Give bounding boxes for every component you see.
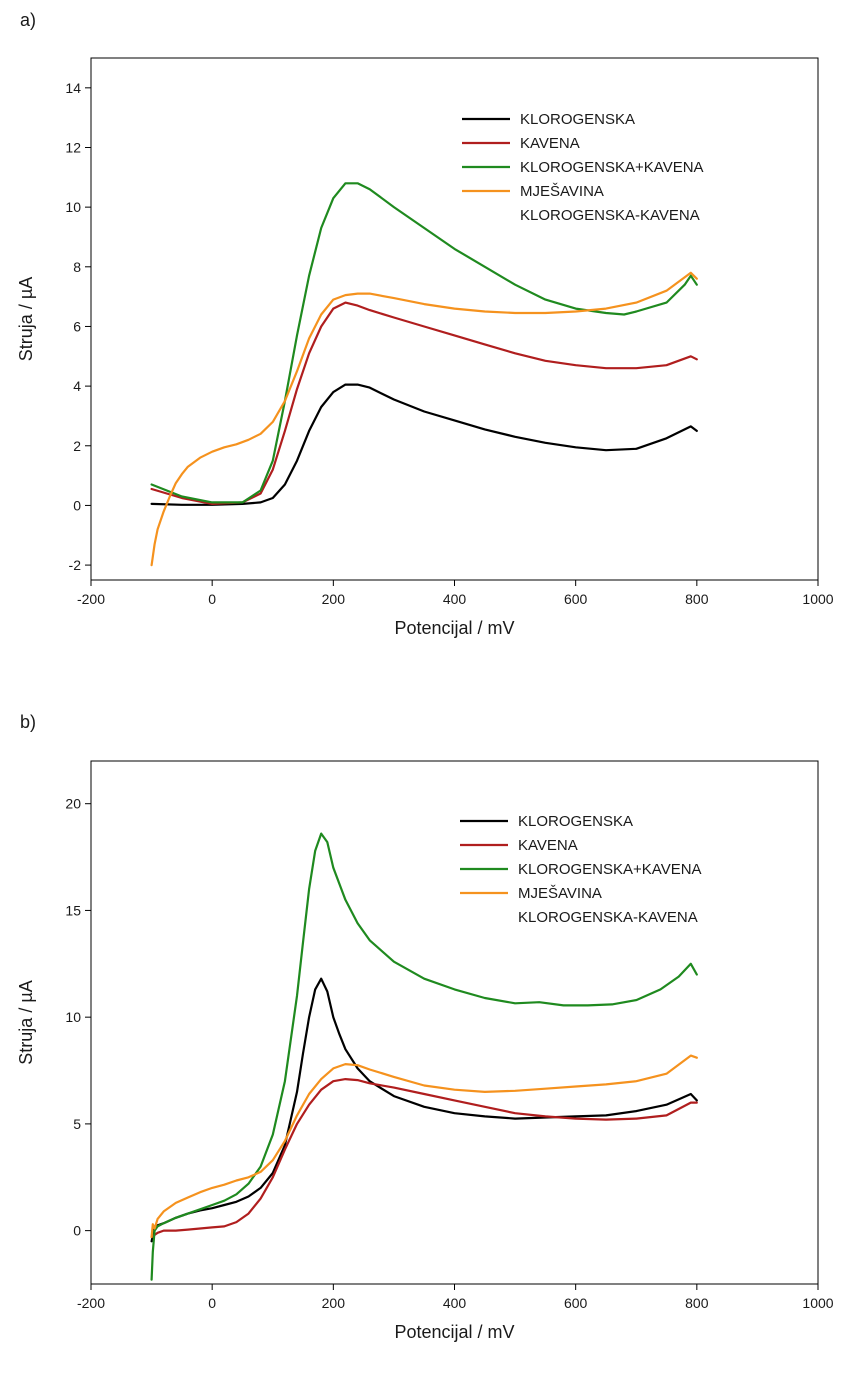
legend-label-line: KLOROGENSKA-KAVENA (518, 909, 698, 926)
chart-panel-a: a) -200 0 200 400 600 800 1000 -2 0 2 4 6 8 10 12 14 Pote… (16, 10, 834, 638)
x-tick-label: 0 (208, 1295, 216, 1311)
legend: KLOROGENSKA KAVENA KLOROGENSKA+KAVENA MJEŠA… (460, 813, 702, 926)
x-tick-label: 400 (443, 1295, 467, 1311)
y-tick-label: 10 (65, 199, 81, 215)
legend-label-1: KLOROGENSKA (520, 111, 635, 128)
x-tick-label: 600 (564, 1295, 588, 1311)
y-axis-title: Struja / µA (16, 277, 36, 361)
series-line-3 (150, 182, 698, 504)
y-tick-label: 6 (73, 318, 81, 334)
y-tick-label: 0 (73, 1223, 81, 1239)
legend-label-line: KAVENA (520, 135, 580, 152)
x-tick-label: 1000 (802, 1295, 833, 1311)
series-line-4 (150, 1054, 698, 1239)
y-tick-label: 14 (65, 80, 81, 96)
legend-label-4: MJEŠAVINA KLOROGENSKA-KAVENA (520, 183, 700, 224)
y-tick-label: 10 (65, 1009, 81, 1025)
x-tick-label: -200 (77, 591, 105, 607)
legend-label-3: KLOROGENSKA+KAVENA (518, 861, 702, 878)
legend-label-4: MJEŠAVINA KLOROGENSKA-KAVENA (518, 885, 698, 926)
series-line-1 (150, 383, 698, 506)
x-tick-label: 1000 (802, 591, 833, 607)
x-tick-label: 200 (322, 1295, 346, 1311)
series-line-1 (150, 977, 698, 1243)
y-tick-label: 2 (73, 438, 81, 454)
series-line-4 (150, 271, 698, 567)
y-tick-label: 5 (73, 1116, 81, 1132)
legend-label-line: KLOROGENSKA+KAVENA (520, 159, 704, 176)
y-tick-label: 4 (73, 378, 81, 394)
legend-label-line: KLOROGENSKA-KAVENA (520, 207, 700, 224)
legend-label-3: KLOROGENSKA+KAVENA (520, 159, 704, 176)
legend-label-line: KLOROGENSKA+KAVENA (518, 861, 702, 878)
legend: KLOROGENSKA KAVENA KLOROGENSKA+KAVENA MJEŠA… (462, 111, 704, 224)
x-tick-label: 200 (322, 591, 346, 607)
x-axis-title: Potencijal / mV (394, 1322, 514, 1342)
y-tick-label: 12 (65, 139, 81, 155)
legend-label-line: MJEŠAVINA (520, 183, 604, 200)
panel-label: b) (20, 712, 36, 732)
y-tick-label: -2 (69, 557, 82, 573)
chart-panel-b: b) -200 0 200 400 600 800 1000 0 5 10 15 20 Potencija… (16, 712, 834, 1342)
panel-label: a) (20, 10, 36, 30)
y-tick-label: 8 (73, 259, 81, 275)
legend-label-1: KLOROGENSKA (518, 813, 633, 830)
legend-label-line: KLOROGENSKA (520, 111, 635, 128)
series-line-3 (150, 832, 698, 1281)
y-axis-title: Struja / µA (16, 980, 36, 1064)
legend-label-2: KAVENA (518, 837, 578, 854)
y-tick-label: 0 (73, 497, 81, 513)
legend-label-2: KAVENA (520, 135, 580, 152)
legend-label-line: KAVENA (518, 837, 578, 854)
x-tick-label: -200 (77, 1295, 105, 1311)
y-tick-label: 15 (65, 902, 81, 918)
series-line-2 (150, 301, 698, 505)
x-tick-label: 0 (208, 591, 216, 607)
legend-label-line: KLOROGENSKA (518, 813, 633, 830)
x-axis-title: Potencijal / mV (394, 618, 514, 638)
x-tick-label: 800 (685, 1295, 709, 1311)
plot-frame (90, 760, 819, 1285)
x-tick-label: 800 (685, 591, 709, 607)
x-tick-label: 400 (443, 591, 467, 607)
legend-label-line: MJEŠAVINA (518, 885, 602, 902)
x-tick-label: 600 (564, 591, 588, 607)
y-tick-label: 20 (65, 796, 81, 812)
series-line-2 (150, 1078, 698, 1239)
